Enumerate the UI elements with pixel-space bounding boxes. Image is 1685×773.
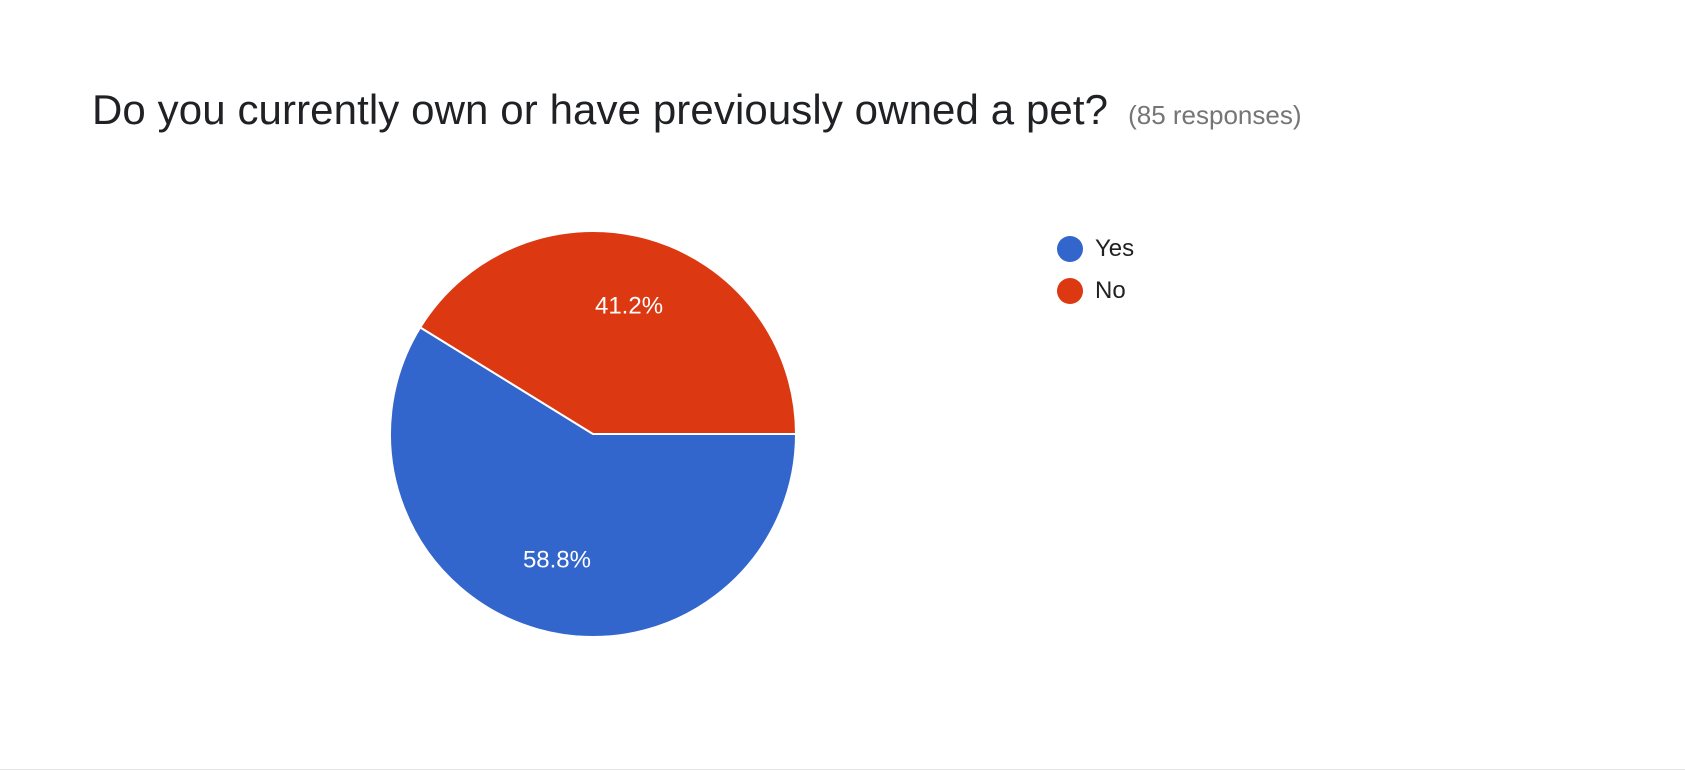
legend-label-yes: Yes: [1095, 235, 1135, 262]
slice-label-yes: 58.8%: [523, 546, 591, 573]
pie-slice-no[interactable]: [418, 230, 798, 435]
legend-item-no[interactable]: No: [1057, 270, 1134, 312]
legend-label-no: No: [1095, 277, 1126, 304]
slice-label-no: 41.2%: [595, 292, 663, 319]
legend-item-yes[interactable]: Yes: [1057, 228, 1134, 270]
chart-legend: Yes No: [1057, 228, 1134, 312]
response-count: (85 responses): [1128, 100, 1302, 130]
legend-swatch-no: [1057, 278, 1083, 304]
legend-swatch-yes: [1057, 236, 1083, 262]
title-row: Do you currently own or have previously …: [92, 86, 1302, 134]
question-title: Do you currently own or have previously …: [92, 86, 1109, 133]
pie-slice-yes[interactable]: [389, 326, 798, 638]
